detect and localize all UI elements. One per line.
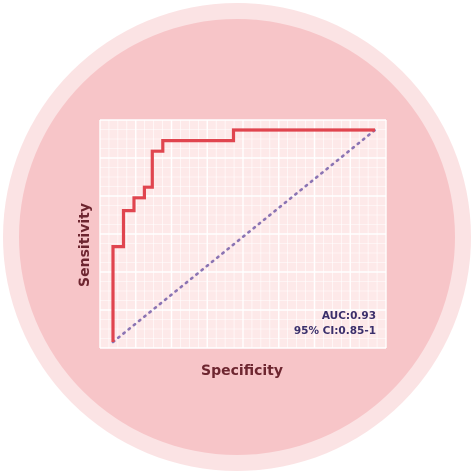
x-axis-title: Specificity: [201, 363, 283, 379]
auc-annotation: AUC:0.93: [322, 310, 376, 322]
ci-annotation: 95% CI:0.85-1: [294, 325, 376, 337]
roc-curve: [111, 128, 375, 342]
reference-diagonal: [111, 128, 377, 344]
y-axis-title: Sensitivity: [77, 203, 93, 287]
grid: [99, 119, 387, 349]
